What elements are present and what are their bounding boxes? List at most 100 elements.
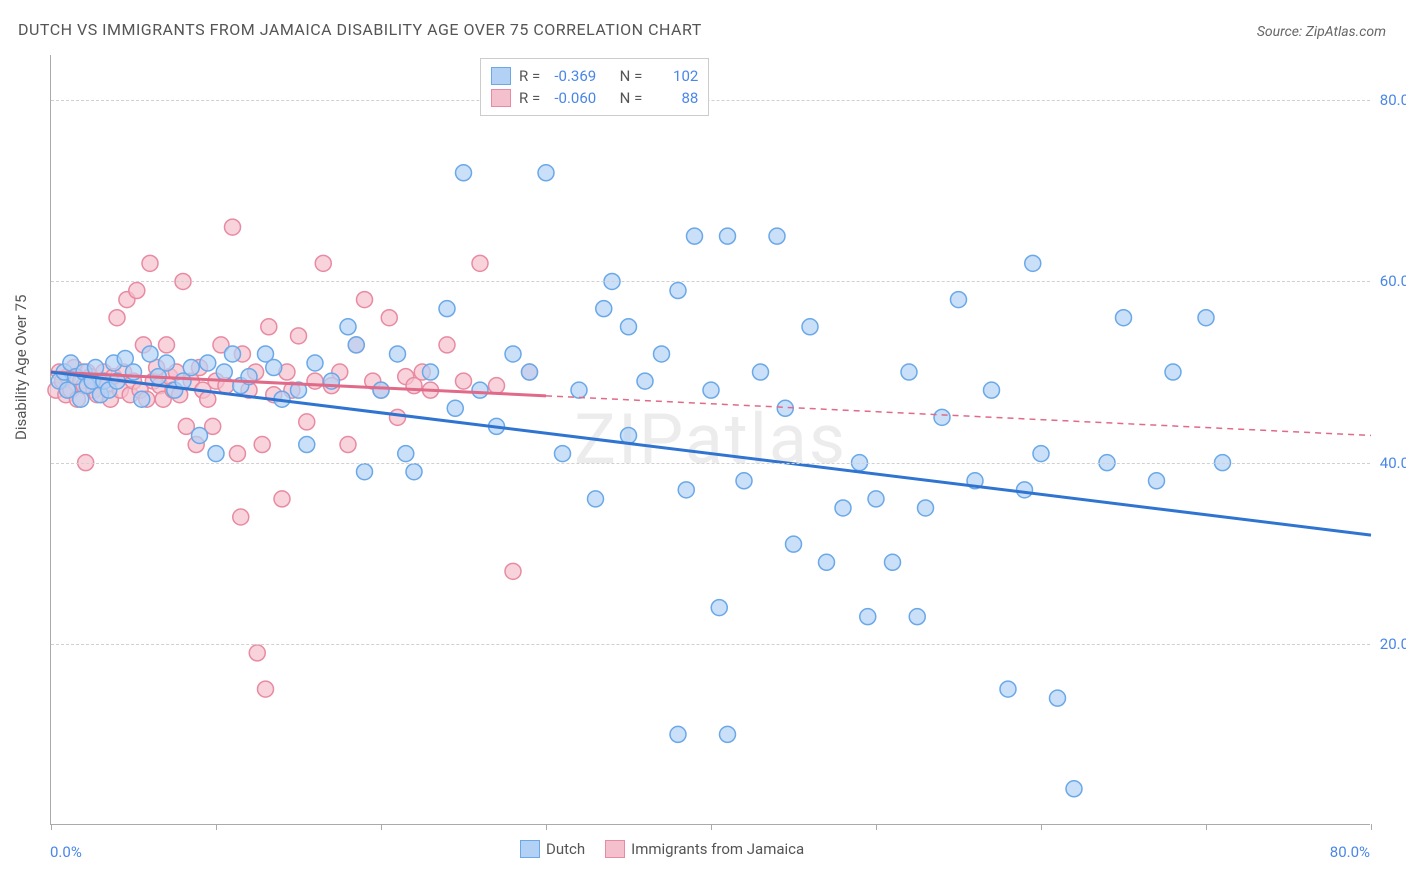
correlation-legend: R =-0.369 N =102R = -0.060 N = 88 — [480, 58, 709, 116]
dutch-point — [984, 382, 1000, 398]
dutch-point — [736, 473, 752, 489]
swatch-icon — [605, 840, 625, 858]
jamaica-point — [340, 437, 356, 453]
dutch-point — [447, 400, 463, 416]
y-tick-label: 20.0% — [1360, 635, 1406, 653]
gridline — [51, 644, 1370, 645]
dutch-point — [951, 292, 967, 308]
dutch-point — [505, 346, 521, 362]
dutch-point — [142, 346, 158, 362]
dutch-point — [868, 491, 884, 507]
x-axis-min-label: 0.0% — [50, 843, 82, 861]
dutch-point — [802, 319, 818, 335]
dutch-point — [835, 500, 851, 516]
r-label: R = — [519, 65, 540, 87]
dutch-point — [348, 337, 364, 353]
jamaica-point — [254, 437, 270, 453]
swatch-icon — [520, 840, 540, 858]
dutch-point — [183, 360, 199, 376]
r-value: -0.060 — [548, 87, 596, 109]
dutch-point — [208, 446, 224, 462]
legend-item-dutch: Dutch — [520, 840, 585, 858]
dutch-point — [654, 346, 670, 362]
gridline — [51, 463, 1370, 464]
dutch-point — [571, 382, 587, 398]
jamaica-point — [456, 373, 472, 389]
dutch-point — [934, 409, 950, 425]
dutch-point — [753, 364, 769, 380]
dutch-point — [216, 364, 232, 380]
dutch-point — [720, 726, 736, 742]
n-value: 88 — [650, 87, 698, 109]
y-tick-label: 60.0% — [1360, 272, 1406, 290]
jamaica-point — [233, 509, 249, 525]
jamaica-point — [315, 255, 331, 271]
jamaica-point — [142, 255, 158, 271]
dutch-point — [1149, 473, 1165, 489]
x-axis-max-label: 80.0% — [1330, 843, 1370, 861]
jamaica-point — [225, 219, 241, 235]
dutch-point — [588, 491, 604, 507]
jamaica-point — [291, 328, 307, 344]
dutch-point — [819, 554, 835, 570]
dutch-point — [159, 355, 175, 371]
dutch-point — [1017, 482, 1033, 498]
jamaica-point — [439, 337, 455, 353]
jamaica-point — [261, 319, 277, 335]
legend-row-jamaica: R =-0.060 N =88 — [491, 87, 698, 109]
dutch-point — [398, 446, 414, 462]
jamaica-point — [472, 255, 488, 271]
plot-area: ZIPatlas 20.0%40.0%60.0%80.0% — [50, 55, 1370, 825]
dutch-point — [307, 355, 323, 371]
legend-label: Dutch — [546, 840, 585, 858]
dutch-point — [423, 364, 439, 380]
dutch-point — [687, 228, 703, 244]
dutch-point — [299, 437, 315, 453]
dutch-point — [1116, 310, 1132, 326]
gridline — [51, 281, 1370, 282]
legend-row-dutch: R =-0.369 N =102 — [491, 65, 698, 87]
jamaica-point — [307, 373, 323, 389]
scatter-svg — [51, 55, 1370, 824]
jamaica-point — [229, 446, 245, 462]
y-tick-label: 80.0% — [1360, 91, 1406, 109]
dutch-point — [406, 464, 422, 480]
dutch-point — [555, 446, 571, 462]
dutch-point — [621, 427, 637, 443]
jamaica-trend-line-dashed — [546, 396, 1371, 436]
chart-container: DUTCH VS IMMIGRANTS FROM JAMAICA DISABIL… — [0, 0, 1406, 892]
source-label: Source: ZipAtlas.com — [1257, 24, 1386, 40]
dutch-point — [769, 228, 785, 244]
x-tick — [216, 824, 217, 830]
jamaica-point — [357, 292, 373, 308]
dutch-point — [720, 228, 736, 244]
x-tick — [711, 824, 712, 830]
dutch-point — [1025, 255, 1041, 271]
legend-label: Immigrants from Jamaica — [631, 840, 804, 858]
jamaica-point — [489, 378, 505, 394]
dutch-point — [621, 319, 637, 335]
dutch-point — [860, 609, 876, 625]
swatch-icon — [491, 67, 511, 85]
dutch-point — [670, 726, 686, 742]
dutch-point — [357, 464, 373, 480]
dutch-point — [703, 382, 719, 398]
x-tick — [1371, 824, 1372, 830]
dutch-point — [678, 482, 694, 498]
n-label: N = — [620, 65, 643, 87]
dutch-point — [200, 355, 216, 371]
jamaica-point — [249, 645, 265, 661]
series-legend: Dutch Immigrants from Jamaica — [520, 840, 804, 858]
dutch-point — [786, 536, 802, 552]
gridline — [51, 100, 1370, 101]
dutch-point — [538, 165, 554, 181]
y-tick-label: 40.0% — [1360, 454, 1406, 472]
dutch-point — [1000, 681, 1016, 697]
jamaica-point — [159, 337, 175, 353]
x-tick — [546, 824, 547, 830]
legend-item-jamaica: Immigrants from Jamaica — [605, 840, 804, 858]
dutch-point — [711, 600, 727, 616]
n-label: N = — [620, 87, 643, 109]
dutch-point — [373, 382, 389, 398]
x-tick — [1206, 824, 1207, 830]
